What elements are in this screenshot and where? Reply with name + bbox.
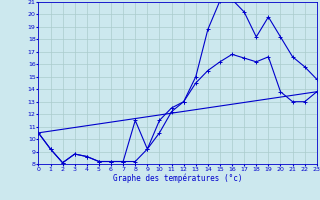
X-axis label: Graphe des températures (°c): Graphe des températures (°c) bbox=[113, 173, 242, 183]
